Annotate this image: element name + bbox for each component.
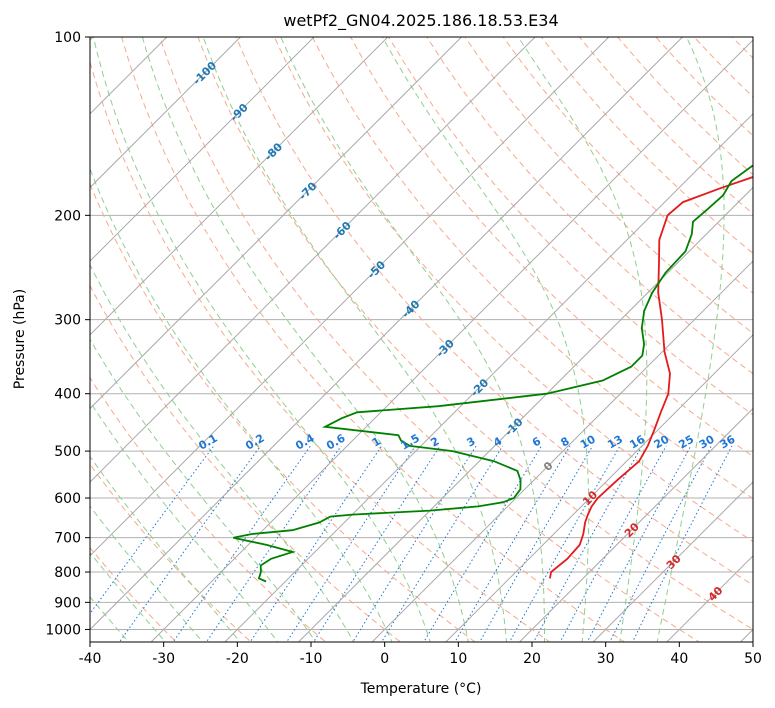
y-tick-label: 300 <box>54 313 81 329</box>
y-tick-label: 400 <box>54 387 81 403</box>
moist-adiabat <box>141 37 469 642</box>
isotherm <box>371 260 753 642</box>
x-tick-label: -20 <box>226 651 249 667</box>
x-tick-label: 20 <box>523 651 541 667</box>
moist-adiabat <box>90 596 130 642</box>
dry-adiabat <box>90 546 178 642</box>
isotherm <box>90 37 463 410</box>
moist-adiabat <box>90 455 241 642</box>
moist-adiabat <box>381 37 590 642</box>
y-tick-label: 100 <box>54 30 81 46</box>
dry-adiabat <box>235 37 753 586</box>
dry-adiabat <box>350 37 753 458</box>
dry-adiabat <box>311 37 753 500</box>
isotherm <box>297 186 753 642</box>
isotherm <box>592 481 753 642</box>
mixing-ratio-line <box>479 445 594 642</box>
isotherm <box>90 37 610 557</box>
mixing-ratio-line <box>381 445 504 642</box>
y-tick-label: 700 <box>54 531 81 547</box>
dry-adiabat <box>90 376 327 642</box>
moist-adiabat <box>90 400 279 642</box>
isotherm <box>90 37 536 483</box>
x-axis-label: Temperature (°C) <box>360 681 482 697</box>
dry-adiabat <box>90 463 252 642</box>
y-tick-label: 800 <box>54 565 81 581</box>
mixing-ratio-line <box>454 445 571 642</box>
x-tick-label: 30 <box>597 651 615 667</box>
mixing-ratio-line <box>249 445 383 642</box>
mixing-ratio-line <box>586 445 692 642</box>
temperature-profile <box>549 176 753 579</box>
x-tick-label: -10 <box>300 651 323 667</box>
isotherm <box>90 37 315 262</box>
isotherm <box>518 407 753 642</box>
moist-adiabat <box>90 167 393 642</box>
x-tick-label: 0 <box>380 651 389 667</box>
moist-adiabat <box>280 37 545 642</box>
y-tick-label: 200 <box>54 208 81 224</box>
y-tick-label: 900 <box>54 595 81 611</box>
moist-adiabat <box>90 263 355 642</box>
x-tick-label: -30 <box>152 651 175 667</box>
plot-lines <box>90 37 753 642</box>
moist-adiabat <box>90 338 317 642</box>
moist-adiabat <box>656 37 725 642</box>
moist-adiabat <box>90 505 204 642</box>
isotherm <box>90 37 242 189</box>
dry-adiabat <box>121 37 626 642</box>
isotherm <box>224 113 753 642</box>
plot-frame <box>89 36 754 643</box>
x-tick-label: 50 <box>744 651 762 667</box>
x-tick-label: -40 <box>79 651 102 667</box>
moist-adiabat <box>202 37 508 642</box>
mixing-ratio-line <box>352 445 477 642</box>
dewpoint-profile <box>233 164 753 583</box>
dry-adiabat <box>502 37 753 294</box>
plot-background <box>90 37 753 642</box>
dry-adiabat <box>90 60 551 642</box>
chart-title: wetPf2_GN04.2025.186.18.53.E34 <box>283 11 558 31</box>
isotherm <box>150 39 753 642</box>
y-tick-label: 500 <box>54 444 81 460</box>
dry-adiabat <box>90 182 476 642</box>
mixing-ratio-line <box>632 445 733 642</box>
moist-adiabat <box>92 37 431 642</box>
y-tick-label: 600 <box>54 491 81 507</box>
mixing-ratio-line <box>423 445 542 642</box>
isotherm <box>445 334 753 642</box>
dry-adiabat <box>197 37 753 630</box>
x-tick-label: 10 <box>449 651 467 667</box>
mixing-ratio-line <box>559 445 667 642</box>
moist-adiabat <box>517 37 648 642</box>
isotherm <box>90 37 684 631</box>
dry-adiabat <box>159 37 701 642</box>
x-tick-label: 40 <box>670 651 688 667</box>
axis-ticks: -40 -30 -20 -10 0 10 20 30 40 50 100 200 300 400 500 60… <box>45 30 762 667</box>
isotherm <box>90 37 389 336</box>
y-axis-label: Pressure (hPa) <box>12 289 28 389</box>
y-tick-label: 1000 <box>45 622 81 638</box>
mixing-ratio-line <box>509 445 621 642</box>
mixing-ratio-line <box>205 445 342 642</box>
mixing-ratio-line <box>533 445 643 642</box>
